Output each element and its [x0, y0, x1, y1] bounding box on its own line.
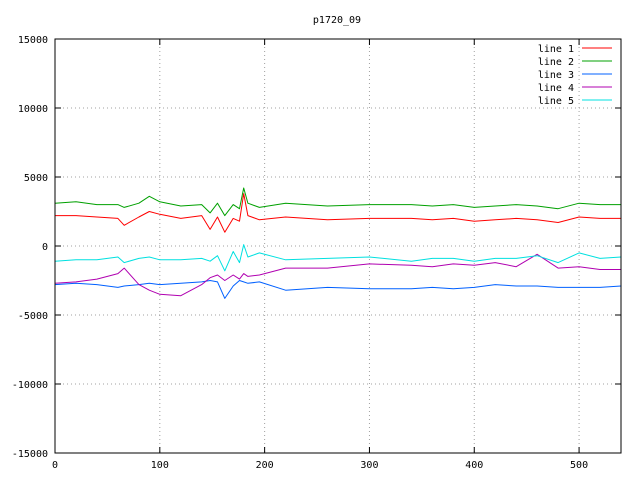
legend-label: line 1 — [538, 44, 574, 55]
axis-ticks: 0 100 200 300 400 500 -15000 -10000 -5000 0 5000 10… — [12, 35, 621, 471]
y-tick-label: 15000 — [18, 35, 48, 46]
y-tick-label: 5000 — [24, 173, 48, 184]
series-lines — [54, 187, 622, 299]
legend-label: line 4 — [538, 83, 574, 94]
legend: line 1 line 2 line 3 line 4 line 5 — [538, 44, 612, 107]
y-tick-label: -10000 — [12, 380, 48, 391]
series-line-4 — [54, 253, 621, 297]
x-tick-label: 400 — [465, 460, 483, 471]
y-tick-label: -5000 — [18, 311, 48, 322]
legend-label: line 3 — [538, 70, 574, 81]
grid — [55, 39, 621, 453]
legend-label: line 2 — [538, 57, 574, 68]
x-tick-label: 0 — [52, 460, 58, 471]
series-line-2 — [54, 187, 621, 217]
legend-label: line 5 — [538, 96, 574, 107]
y-tick-label: 10000 — [18, 104, 48, 115]
x-tick-label: 500 — [570, 460, 588, 471]
x-tick-label: 200 — [256, 460, 274, 471]
x-tick-label: 300 — [360, 460, 378, 471]
y-tick-label: 0 — [42, 242, 48, 253]
y-tick-label: -15000 — [12, 449, 48, 460]
chart-title: p1720_09 — [313, 15, 361, 26]
series-line-5 — [54, 244, 622, 272]
series-line-3 — [54, 280, 622, 299]
x-tick-label: 100 — [151, 460, 169, 471]
series-line-1 — [55, 193, 621, 233]
